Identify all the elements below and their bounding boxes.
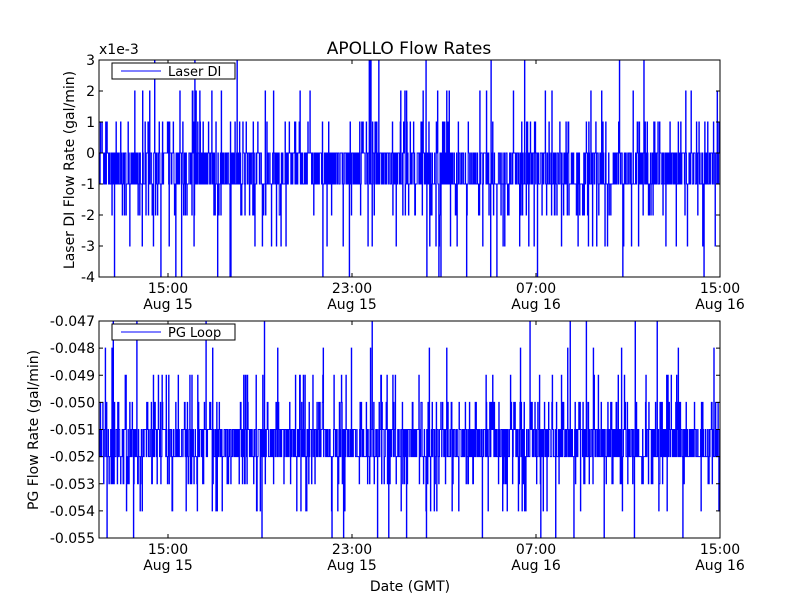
y-tick-label: -0.048	[50, 341, 95, 357]
y-tick-label: -2	[81, 208, 95, 224]
bottom-y-axis-label: PG Flow Rate (gal/min)	[26, 350, 42, 510]
y-tick-label: -0.054	[50, 504, 95, 520]
y-tick-label: 1	[86, 115, 95, 131]
y-tick-label: -3	[81, 239, 95, 255]
x-tick-label-date: Aug 15	[143, 297, 193, 313]
y-tick-label: 0	[86, 146, 95, 162]
chart-title: APOLLO Flow Rates	[327, 39, 492, 59]
y-tick-label: -0.053	[50, 477, 95, 493]
y-tick-label: -4	[81, 270, 95, 286]
y-tick-label: 3	[86, 53, 95, 69]
series-line-laser-di	[99, 60, 720, 277]
y-tick-label: -0.050	[50, 395, 95, 411]
top-y-axis-label: Laser DI Flow Rate (gal/min)	[62, 71, 78, 269]
y-tick-label: -0.049	[50, 368, 95, 384]
y-tick-label: -1	[81, 177, 95, 193]
x-tick-label-time: 15:00	[700, 281, 740, 297]
y-tick-label: 2	[86, 84, 95, 100]
x-tick-label-date: Aug 16	[511, 297, 561, 313]
x-tick-label-time: 23:00	[332, 542, 372, 558]
x-tick-label-date: Aug 16	[695, 558, 745, 574]
x-tick-label-date: Aug 15	[327, 558, 377, 574]
legend-box	[111, 62, 236, 80]
axes-frame	[98, 59, 721, 278]
y-tick-label: -0.051	[50, 423, 95, 439]
x-tick-label-date: Aug 15	[327, 297, 377, 313]
y-tick-label: -0.052	[50, 450, 95, 466]
legend-label: Laser DI	[168, 65, 221, 80]
y-tick-label: -0.055	[50, 531, 95, 547]
x-tick-label-time: 15:00	[700, 542, 740, 558]
legend-box	[111, 323, 236, 341]
x-tick-label-time: 07:00	[516, 542, 556, 558]
x-tick-label-time: 07:00	[516, 281, 556, 297]
x-tick-label-time: 15:00	[148, 542, 188, 558]
bottom-plot-panel: -0.047 -0.048 -0.049 -0.050 -0.051 -0.052 -0.0…	[50, 314, 745, 574]
x-tick-label-date: Aug 16	[695, 297, 745, 313]
x-tick-label-time: 15:00	[148, 281, 188, 297]
y-tick-label: -0.047	[50, 314, 95, 330]
x-axis-label: Date (GMT)	[370, 579, 450, 595]
x-tick-label-date: Aug 16	[511, 558, 561, 574]
x-tick-label-date: Aug 15	[143, 558, 193, 574]
x-tick-label-time: 23:00	[332, 281, 372, 297]
legend-label: PG Loop	[168, 326, 221, 341]
series-line-pg-loop	[99, 321, 720, 538]
top-offset-label: x1e-3	[99, 42, 139, 58]
